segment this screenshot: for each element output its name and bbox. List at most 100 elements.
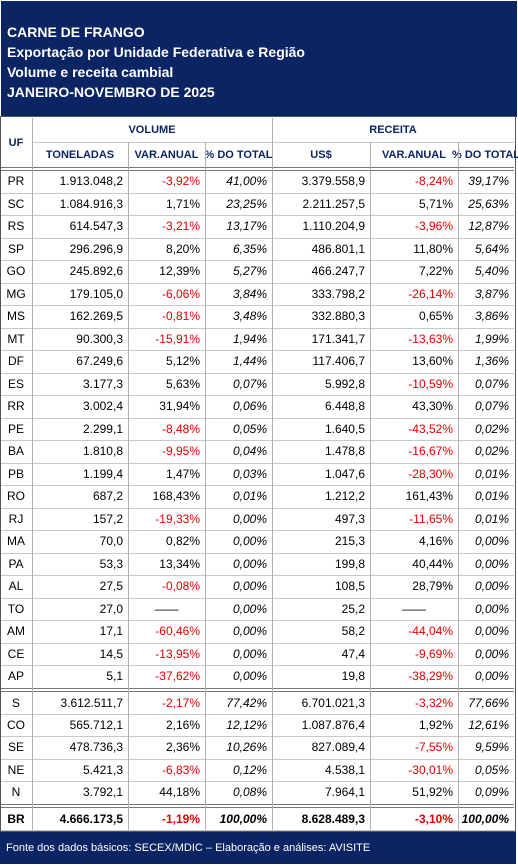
uf-cell: S (11, 695, 20, 710)
value-cell: 12,39% (159, 264, 200, 279)
value-cell: 0,07% (232, 376, 267, 391)
rule (1, 687, 514, 692)
value-cell: 1.087.876,4 (301, 718, 365, 733)
value-cell: 5,71% (418, 196, 453, 211)
rule (1, 530, 514, 531)
column-header: % DO TOTAL (451, 148, 518, 161)
value-cell: 466.247,7 (311, 264, 365, 279)
rule (1, 395, 514, 396)
value-cell: 8,20% (165, 241, 200, 256)
value-cell: 0,07% (474, 399, 509, 414)
value-cell: 1.199,4 (82, 466, 123, 481)
rule (1, 462, 514, 464)
value-cell: 0,05% (232, 421, 267, 436)
value-cell: -13,63% (408, 331, 453, 346)
value-cell: 12,87% (468, 219, 509, 234)
value-cell: 58,2 (341, 624, 365, 639)
value-cell: 0,00% (474, 556, 509, 571)
rule (458, 142, 459, 830)
value-cell: 100,00% (219, 811, 267, 826)
value-cell: -10,59% (408, 376, 453, 391)
value-cell: 333.798,2 (311, 286, 365, 301)
value-cell: 44,18% (159, 785, 200, 800)
value-cell: 100,00% (461, 811, 509, 826)
rule (1, 781, 514, 783)
value-cell: 17,1 (99, 624, 123, 639)
value-cell: 13,60% (412, 354, 453, 369)
value-cell: 3.612.511,7 (60, 695, 123, 710)
value-cell: 1,44% (232, 354, 267, 369)
value-cell: 12,12% (226, 718, 267, 733)
value-cell: 565.712,1 (69, 718, 123, 733)
uf-cell: MT (7, 331, 25, 346)
uf-cell: RS (7, 219, 25, 234)
value-cell: 47,4 (341, 646, 365, 661)
value-cell: 0,00% (474, 579, 509, 594)
value-cell: 7.964,1 (324, 785, 365, 800)
value-cell: 4.538,1 (324, 762, 365, 777)
value-cell: 23,25% (226, 196, 267, 211)
value-cell: 0,03% (232, 466, 267, 481)
rule (1, 327, 514, 329)
value-cell: 0,00% (232, 624, 267, 639)
rule (1, 167, 514, 171)
rule (1, 620, 514, 621)
value-cell: 0,05% (474, 762, 509, 777)
value-cell: -0,81% (161, 309, 200, 324)
value-cell: 161,43% (405, 489, 453, 504)
value-cell: 687,2 (92, 489, 123, 504)
value-cell: 3.177,3 (82, 376, 123, 391)
rule (1, 440, 514, 441)
value-cell: 1.913.048,2 (59, 174, 123, 189)
value-cell: 1,47% (165, 466, 200, 481)
value-cell: 0,00% (232, 556, 267, 571)
value-cell: 1.047,6 (324, 466, 365, 481)
uf-cell: MA (7, 534, 25, 549)
value-cell: 6,35% (232, 241, 267, 256)
rule (1, 665, 514, 666)
value-cell: 0,00% (232, 511, 267, 526)
value-cell: 171.341,7 (311, 331, 365, 346)
value-cell: 0,01% (474, 489, 509, 504)
uf-cell: RJ (8, 511, 24, 526)
value-cell: 27,0 (99, 601, 123, 616)
value-cell: 3.379.558,9 (301, 174, 365, 189)
rule (1, 642, 514, 644)
value-cell: 1.084.916,3 (59, 196, 123, 211)
value-cell: 0,01% (474, 466, 509, 481)
value-cell: 2,16% (165, 718, 200, 733)
value-cell: 179.105,0 (69, 286, 123, 301)
title-line: Exportação por Unidade Federativa e Regi… (7, 44, 305, 60)
uf-cell: N (11, 785, 21, 800)
value-cell: 5,12% (165, 354, 200, 369)
value-cell: 77,66% (468, 695, 509, 710)
value-cell: -1,19% (161, 811, 200, 826)
value-cell: 3.002,4 (82, 399, 123, 414)
rule (1, 305, 514, 306)
value-cell: 0,08% (232, 785, 267, 800)
rule (272, 118, 273, 830)
uf-cell: PR (7, 174, 25, 189)
uf-cell: AL (8, 579, 24, 594)
value-cell: 53,3 (99, 556, 123, 571)
uf-cell: RR (7, 399, 25, 414)
value-cell: 77,42% (226, 695, 267, 710)
value-cell: 10,26% (226, 740, 267, 755)
value-cell: 1.640,5 (324, 421, 365, 436)
value-cell: -37,62% (155, 669, 200, 684)
value-cell: 0,82% (165, 534, 200, 549)
value-cell: 5,64% (474, 241, 509, 256)
uf-cell: SC (7, 196, 25, 211)
value-cell: -3,92% (161, 174, 200, 189)
uf-cell: DF (8, 354, 24, 369)
uf-cell: CE (7, 646, 25, 661)
value-cell: 0,00% (232, 534, 267, 549)
column-header: TONELADAS (45, 148, 115, 161)
value-cell: 199,8 (334, 556, 365, 571)
uf-cell: MG (6, 286, 26, 301)
rule (1, 713, 514, 715)
rule (1, 736, 514, 738)
value-cell: 497,3 (334, 511, 365, 526)
rule (1, 192, 514, 194)
value-cell: 5.421,3 (82, 762, 123, 777)
